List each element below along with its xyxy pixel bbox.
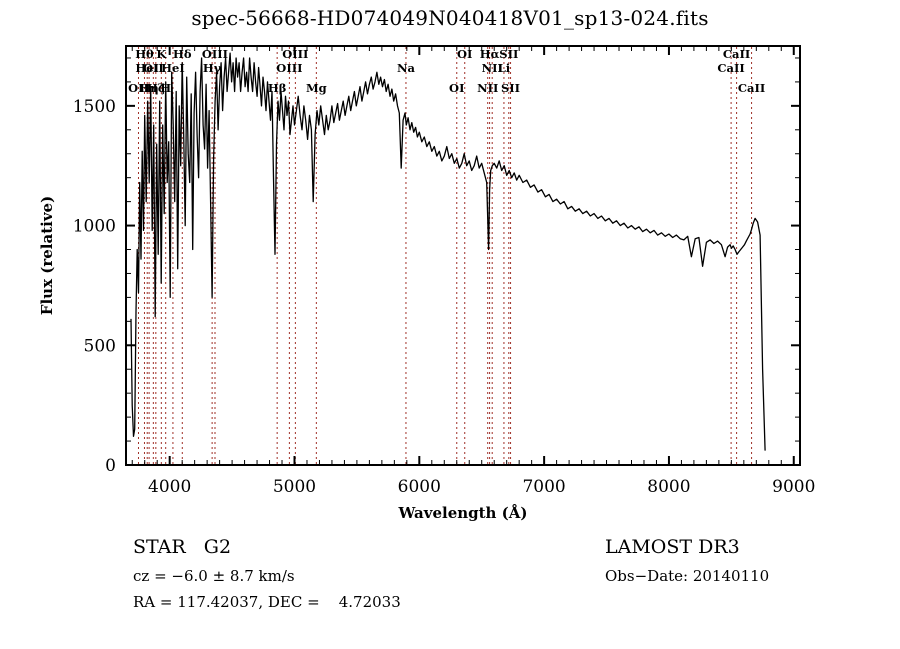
spectral-line-label: SII [499, 47, 518, 61]
observation-date: Obs−Date: 20140110 [605, 567, 770, 585]
x-axis-tick-label: 6000 [398, 477, 441, 497]
spectral-line-label: Hθ [135, 47, 154, 61]
y-axis-tick-label: 500 [84, 336, 116, 356]
spectral-line-label: OI [449, 81, 464, 95]
spectral-line-label: SII [501, 81, 520, 95]
page-title: spec-56668-HD074049N040418V01_sp13-024.f… [191, 6, 709, 30]
x-axis-title: Wavelength (Å) [397, 504, 527, 522]
spectral-line-label: OII [128, 81, 149, 95]
y-axis-tick-label: 1500 [73, 97, 116, 117]
spectral-line-label: OIII [276, 61, 302, 75]
spectral-line-label: Hβ [268, 81, 287, 95]
spectral-line-label: OII [143, 61, 164, 75]
spectral-line-label: CaII [723, 47, 750, 61]
plot-frame [125, 45, 801, 466]
x-axis-tick-label: 9000 [772, 477, 815, 497]
spectral-line-label: Hη [139, 81, 158, 95]
x-axis-tick-label: 7000 [522, 477, 565, 497]
object-class: STAR G2 [133, 536, 232, 558]
spectral-line-label: CaII [738, 81, 765, 95]
spectral-line-label: Hα [480, 47, 500, 61]
spectral-line-label: Hδ [173, 47, 192, 61]
metadata-footer: STAR G2 cz = −6.0 ± 8.7 km/s RA = 117.42… [0, 528, 900, 649]
spectral-line-label: Na [397, 61, 416, 75]
coordinates: RA = 117.42037, DEC = 4.72033 [133, 593, 401, 611]
x-axis-tick-label: 4000 [148, 477, 191, 497]
x-axis-tick-label: 5000 [273, 477, 316, 497]
spectral-line-label: OIII [202, 47, 228, 61]
spectral-line-label: Hζ [147, 81, 165, 95]
spectral-line-label: NII [482, 61, 503, 75]
y-axis-tick-label: 0 [105, 456, 116, 476]
spectral-line-label: K [156, 47, 167, 61]
x-axis-tick-label: 8000 [647, 477, 690, 497]
spectral-line-label: NII [477, 81, 498, 95]
spectral-line-label: OI [457, 47, 472, 61]
spectral-line-label: CaII [717, 61, 744, 75]
survey-name: LAMOST DR3 [605, 536, 740, 558]
survey-info-block: LAMOST DR3 Obs−Date: 20140110 [605, 528, 769, 585]
spectral-line-label: OIII [282, 47, 308, 61]
y-axis-title: Flux (relative) [38, 196, 56, 315]
chart-svg: 4000 5000 6000 7000 8000 9000 Wavelength (Å) 0 5… [38, 45, 815, 522]
spectral-line-label: H [160, 81, 171, 95]
spectrum-trace [130, 52, 766, 451]
redshift-velocity: cz = −6.0 ± 8.7 km/s [133, 567, 295, 585]
spectral-line-label: HeI [161, 61, 185, 75]
spectrum-chart: 4000 5000 6000 7000 8000 9000 Wavelength (Å) 0 5… [38, 45, 815, 522]
y-axis-tick-label: 1000 [73, 217, 116, 237]
spectral-line-label: HeI [135, 61, 159, 75]
spectral-line-label: Li [498, 61, 511, 75]
spectral-line-label: Hγ [203, 61, 222, 75]
object-info-block: STAR G2 cz = −6.0 ± 8.7 km/s RA = 117.42… [133, 528, 401, 611]
spectral-line-label: Mg [306, 81, 327, 95]
